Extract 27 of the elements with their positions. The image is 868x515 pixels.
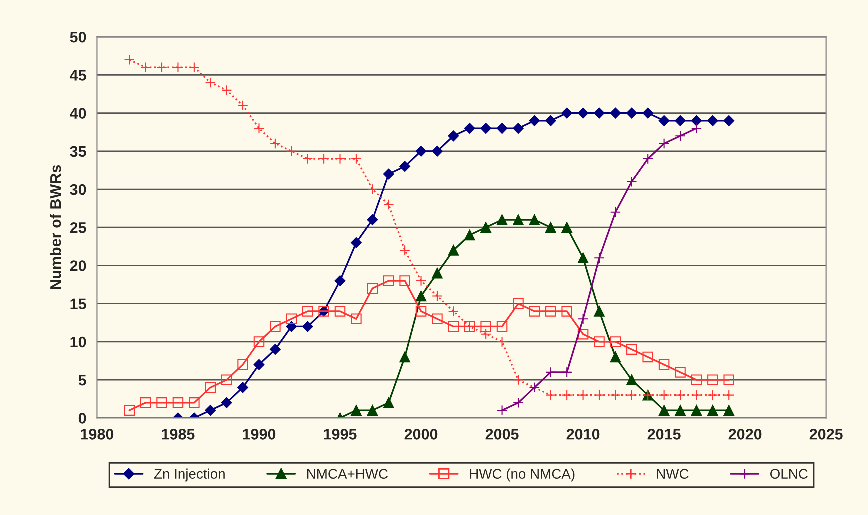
legend-label: NWC xyxy=(657,469,689,479)
x-tick-label: 1985 xyxy=(162,429,195,440)
x-tick-label: 2000 xyxy=(404,429,438,440)
legend-label: HWC (no NMCA) xyxy=(470,468,575,482)
y-tick-label: 50 xyxy=(70,32,86,43)
legend-label: OLNC xyxy=(770,469,808,479)
y-tick-label: 35 xyxy=(70,146,86,158)
legend-label: NMCA+HWC xyxy=(307,469,388,479)
x-tick-label: 2010 xyxy=(566,429,600,440)
y-tick-label: 40 xyxy=(70,108,86,119)
y-tick-label: 30 xyxy=(70,184,86,196)
y-tick-label: 15 xyxy=(70,298,86,310)
x-tick-label: 2005 xyxy=(486,429,519,440)
y-tick-label: 0 xyxy=(78,413,86,424)
x-tick-label: 2020 xyxy=(728,429,762,440)
y-tick-label: 45 xyxy=(70,70,86,81)
y-tick-label: 20 xyxy=(70,260,86,272)
x-tick-label: 1990 xyxy=(243,429,276,440)
y-tick-label: 25 xyxy=(70,222,86,234)
x-tick-label: 1980 xyxy=(81,429,114,440)
legend-label: Zn Injection xyxy=(154,468,225,482)
y-tick-label: 10 xyxy=(70,336,86,348)
y-axis-title: Number of BWRs xyxy=(50,165,62,290)
x-tick-label: 1995 xyxy=(324,429,357,440)
x-tick-label: 2015 xyxy=(648,429,681,440)
y-tick-label: 5 xyxy=(78,375,86,386)
x-tick-label: 2025 xyxy=(810,429,843,440)
